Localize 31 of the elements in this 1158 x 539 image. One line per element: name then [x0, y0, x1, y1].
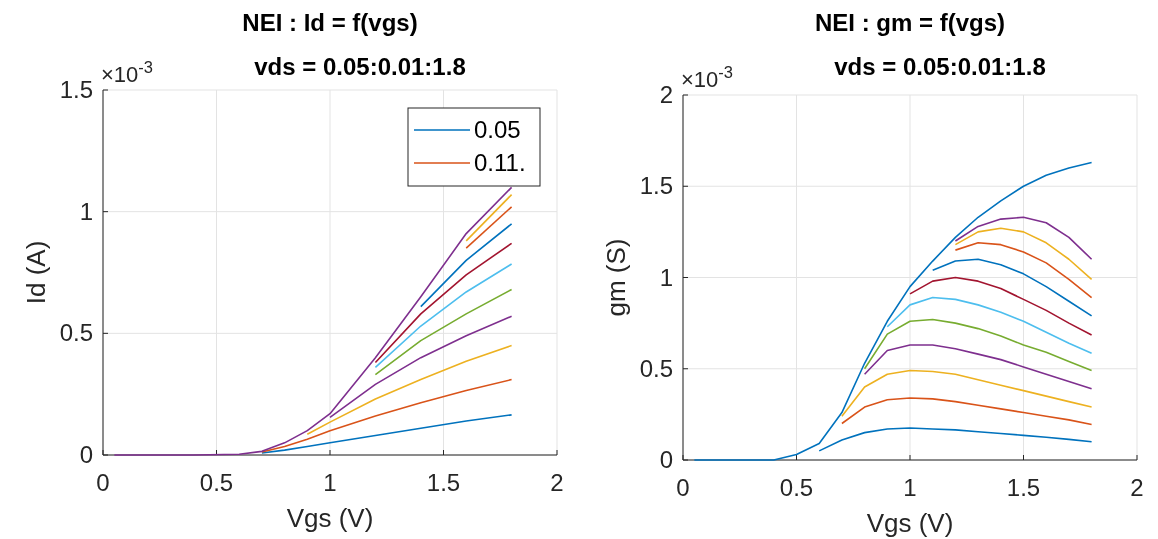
x-tick-label: 1 — [323, 469, 337, 496]
y-tick-label: 1 — [659, 263, 673, 291]
chart-subtitle: vds = 0.05:0.01:1.8 — [254, 53, 466, 80]
text: ×10$^{-3}$ — [681, 63, 733, 92]
x-tick-label: 0 — [96, 469, 110, 496]
y-tick-label: 0.5 — [639, 354, 673, 382]
x-tick-label: 0 — [676, 474, 690, 501]
text: ×10$^{-3}$ — [101, 58, 153, 87]
chart-title: NEI : gm = f(vgs) — [814, 9, 1006, 36]
legend-label: 0.11. — [474, 149, 526, 176]
x-axis-title: Vgs (V) — [286, 503, 374, 533]
y-tick-label: 2 — [659, 81, 673, 108]
x-tick-label: 0.5 — [779, 474, 814, 501]
x-tick-label: 1.5 — [426, 469, 461, 496]
y-tick-label: 0 — [659, 446, 673, 473]
y-axis-title: Id (A) — [21, 240, 51, 305]
y-tick-label: 1.5 — [639, 172, 673, 200]
x-tick-label: 1 — [903, 474, 917, 501]
y-tick-label: 0.5 — [59, 319, 93, 347]
y-tick-label: 1.5 — [59, 76, 93, 103]
legend-label: 0.05 — [474, 116, 521, 143]
x-tick-label: 0.5 — [199, 469, 234, 496]
x-tick-label: 1.5 — [1006, 474, 1041, 501]
x-tick-label: 2 — [1130, 474, 1144, 501]
x-axis-title: Vgs (V) — [866, 508, 954, 538]
chart-title: NEI : Id = f(vgs) — [242, 9, 418, 36]
chart-subtitle: vds = 0.05:0.01:1.8 — [834, 53, 1046, 80]
y-axis-title: gm (S) — [601, 238, 631, 317]
y-tick-label: 1 — [79, 197, 93, 225]
y-tick-label: 0 — [79, 441, 93, 468]
x-tick-label: 2 — [550, 469, 564, 496]
